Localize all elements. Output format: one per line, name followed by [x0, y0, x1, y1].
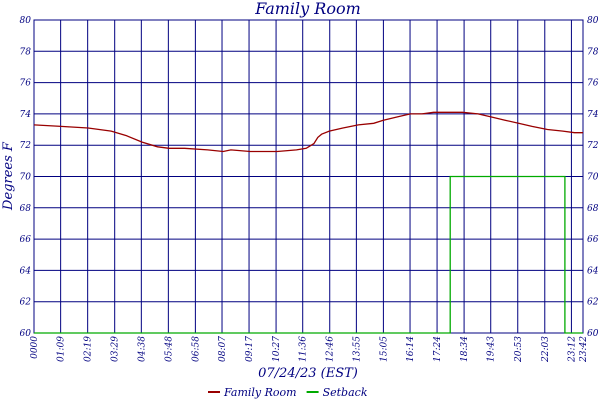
x-tick-label: 10:27: [272, 336, 282, 362]
series-line-0: [33, 111, 583, 153]
x-axis: 0000 01:09 02:19 03:29 04:38 05:48 06:58 08:07 0…: [30, 336, 589, 363]
y-tick-label-right: 60: [587, 329, 599, 339]
x-tick-label: 09:17: [245, 336, 255, 362]
y-tick-label-right: 74: [587, 110, 599, 120]
x-tick-label: 03:29: [111, 336, 121, 362]
x-tick-label: 08:07: [218, 336, 228, 362]
legend: Family Room Setback: [208, 386, 368, 399]
y-tick-label: 66: [20, 235, 32, 245]
x-axis-title: 07/24/23 (EST): [258, 366, 358, 381]
y-tick-label: 72: [20, 141, 32, 151]
y-tick-label: 68: [20, 204, 32, 214]
x-tick-label: 22:03: [541, 336, 551, 363]
x-tick-label: 13:55: [352, 336, 362, 362]
y-tick-label: 62: [20, 298, 32, 308]
y-tick-label: 60: [20, 329, 32, 339]
x-tick-label: 23:42: [579, 336, 589, 363]
x-tick-label: 04:38: [137, 336, 147, 362]
y-tick-label-right: 64: [587, 266, 599, 276]
y-axis-right: 60 62 64 66 68 70 72 74 76 78 80: [587, 16, 599, 339]
y-tick-label-right: 78: [587, 47, 599, 57]
x-tick-label: 23:12: [567, 336, 577, 363]
y-tick-label-right: 66: [587, 235, 599, 245]
y-tick-label: 70: [20, 173, 32, 183]
x-tick-label: 19:43: [487, 336, 497, 362]
x-tick-label: 18:34: [460, 336, 470, 362]
x-tick-label: 15:05: [379, 336, 389, 362]
y-axis-left: 60 62 64 66 68 70 72 74 76 78 80: [20, 16, 32, 339]
y-tick-label-right: 72: [587, 141, 599, 151]
y-tick-label-right: 76: [587, 79, 599, 89]
y-tick-label: 64: [20, 266, 32, 276]
legend-label-1: Setback: [323, 386, 368, 399]
y-axis-title: Degrees F: [1, 141, 16, 211]
x-tick-label: 05:48: [164, 336, 174, 362]
x-tick-label: 01:09: [57, 336, 67, 362]
y-tick-label-right: 80: [587, 16, 599, 26]
x-tick-label: 17:24: [433, 336, 443, 362]
y-tick-label-right: 68: [587, 204, 599, 214]
x-tick-label: 20:53: [514, 336, 524, 363]
y-tick-label-right: 62: [587, 298, 599, 308]
x-tick-label: 02:19: [84, 336, 94, 362]
x-tick-label: 11:36: [299, 336, 309, 362]
series-group: [33, 111, 583, 334]
series-line-1: [34, 175, 583, 334]
y-tick-label: 74: [20, 110, 32, 120]
y-tick-label: 78: [20, 47, 32, 57]
y-tick-label-right: 70: [587, 173, 599, 183]
chart-title: Family Room: [254, 0, 361, 18]
x-tick-label: 06:58: [191, 336, 201, 362]
y-tick-label: 76: [20, 79, 32, 89]
x-tick-label: 0000: [30, 336, 40, 359]
x-tick-label: 12:46: [326, 336, 336, 362]
x-tick-label: 16:14: [406, 336, 416, 362]
legend-label-0: Family Room: [223, 386, 297, 399]
y-tick-label: 80: [20, 16, 32, 26]
